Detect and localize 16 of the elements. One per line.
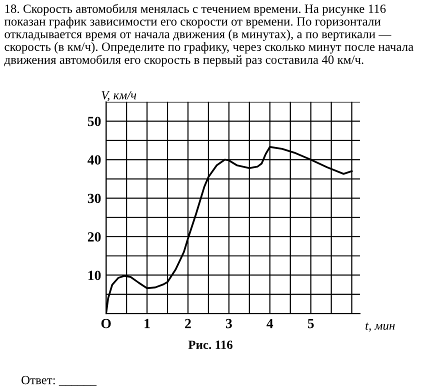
x-tick-label: 1 [144,318,150,328]
x-tick-label: O [101,318,111,328]
y-tick-label: 20 [88,232,101,242]
x-tick-label: 3 [226,318,232,328]
x-tick-label: 4 [266,318,274,328]
x-tick-label: 5 [308,319,314,328]
y-tick-label: 40 [88,155,101,165]
text: Рис. 116 [188,340,232,350]
x-axis-title: t, мин [366,322,395,332]
x-tick-label: 2 [185,318,191,328]
y-axis-title: V, км/ч [102,91,136,102]
y-tick-label: 10 [88,270,101,280]
text: Ответ: ______ [22,376,97,386]
y-tick-label: 30 [88,194,101,204]
chart-title: 18. Скорость автомобиля менялась с течением времени. На рисунке 116 показан график зависимости его скорости от времени. По горизонтали откладывается время от начала движения (в минутах), а по вертикали — скорость (в км/ч). Определите по графику, через сколько минут после начала движения автомобиля его скорость в первый раз составила 40 км/ч. [4,4,414,66]
y-tick-label: 50 [88,116,101,126]
